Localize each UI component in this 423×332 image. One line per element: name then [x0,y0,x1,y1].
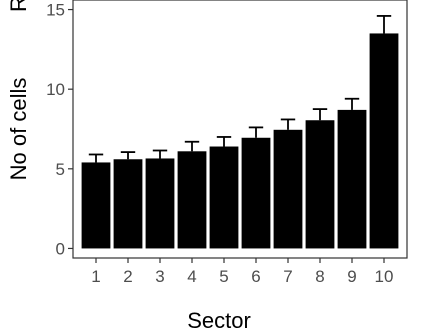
x-tick-label-3: 3 [155,267,164,286]
bar-7 [273,129,303,249]
x-axis: 1 2 3 4 5 6 7 8 9 10 [91,258,393,286]
bar-6 [241,137,271,249]
error-bars-group [88,15,392,163]
bar-10 [369,33,399,249]
bar-5 [209,146,239,249]
x-tick-label-4: 4 [187,267,196,286]
bar-1 [81,162,111,249]
bar-2 [113,159,143,249]
x-tick-label-2: 2 [123,267,132,286]
x-tick-label-5: 5 [219,267,228,286]
y-axis: 0 5 10 15 [46,1,73,258]
bar-8 [305,120,335,249]
x-tick-label-8: 8 [315,267,324,286]
x-tick-label-9: 9 [347,267,356,286]
y-tick-label-10: 10 [46,80,65,99]
x-tick-label-7: 7 [283,267,292,286]
y-axis-title: No of cells [6,78,31,181]
bars-group [81,33,399,249]
x-tick-label-1: 1 [91,267,100,286]
y-tick-label-15: 15 [46,1,65,20]
y-axis-title-cropped-fragment: R [6,0,31,12]
y-tick-label-0: 0 [56,239,65,258]
x-tick-label-6: 6 [251,267,260,286]
x-tick-label-10: 10 [375,267,394,286]
plot-panel-border [72,0,408,259]
x-axis-title: Sector [187,308,251,332]
bar-9 [337,109,367,249]
bar-4 [177,151,207,249]
y-tick-label-5: 5 [56,160,65,179]
bar-3 [145,158,175,249]
